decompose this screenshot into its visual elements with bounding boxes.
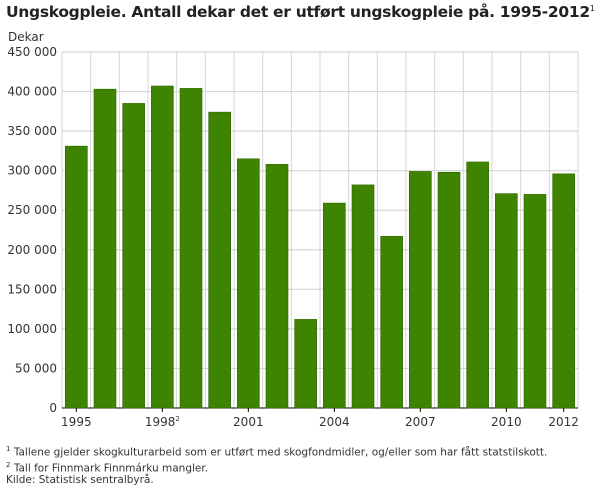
bar-2004: [323, 202, 346, 409]
bar-2008: [437, 171, 461, 409]
y-tick-label: 100 000: [7, 322, 57, 336]
bar-2010: [495, 193, 518, 409]
bar-2005: [351, 184, 375, 409]
bar-1995: [65, 145, 88, 409]
bar-2003: [294, 319, 317, 409]
x-tick-label: 19982: [145, 415, 180, 429]
y-tick-label: 0: [49, 401, 57, 415]
x-tick-label: 2010: [491, 415, 522, 429]
y-tick-label: 50 000: [15, 361, 57, 375]
x-tick-label: 1995: [61, 415, 92, 429]
chart-title: Ungskogpleie. Antall dekar det er utført…: [6, 3, 595, 21]
bar-1996: [93, 88, 117, 409]
x-tick-label: 2001: [233, 415, 264, 429]
y-tick-label: 150 000: [7, 282, 57, 296]
bar-2011: [523, 194, 547, 409]
bar-2001: [237, 158, 260, 409]
y-tick-label: 250 000: [7, 203, 57, 217]
bar-2000: [208, 111, 231, 409]
y-tick-label: 350 000: [7, 124, 57, 138]
bar-1999: [179, 88, 203, 409]
x-tick-label: 2004: [319, 415, 350, 429]
footnote-1: 1 Tallene gjelder skogkulturarbeid som e…: [6, 445, 548, 459]
y-axis-label: Dekar: [8, 30, 44, 44]
bar-2006: [380, 236, 403, 409]
footnotes: 1 Tallene gjelder skogkulturarbeid som e…: [6, 443, 547, 474]
bar-2007: [409, 171, 432, 409]
y-tick-label: 400 000: [7, 85, 57, 99]
footnote-2: 2 Tall for Finnmark Finnmárku mangler.: [6, 460, 209, 475]
bar-1998: [151, 85, 174, 409]
bar-2002: [265, 164, 289, 409]
x-tick-label: 2007: [405, 415, 436, 429]
bar-2009: [466, 161, 489, 409]
bar-1997: [122, 103, 145, 409]
y-tick-label: 450 000: [7, 45, 57, 59]
x-tick-label: 2012: [548, 415, 579, 429]
y-tick-label: 200 000: [7, 243, 57, 257]
y-tick-label: 300 000: [7, 164, 57, 178]
bar-2012: [552, 173, 575, 409]
bar-chart: 0 50 000 100 000 150 000 200 000 250 000 300 0…: [7, 45, 579, 429]
source-note: Kilde: Statistisk sentralbyrå.: [6, 474, 154, 486]
